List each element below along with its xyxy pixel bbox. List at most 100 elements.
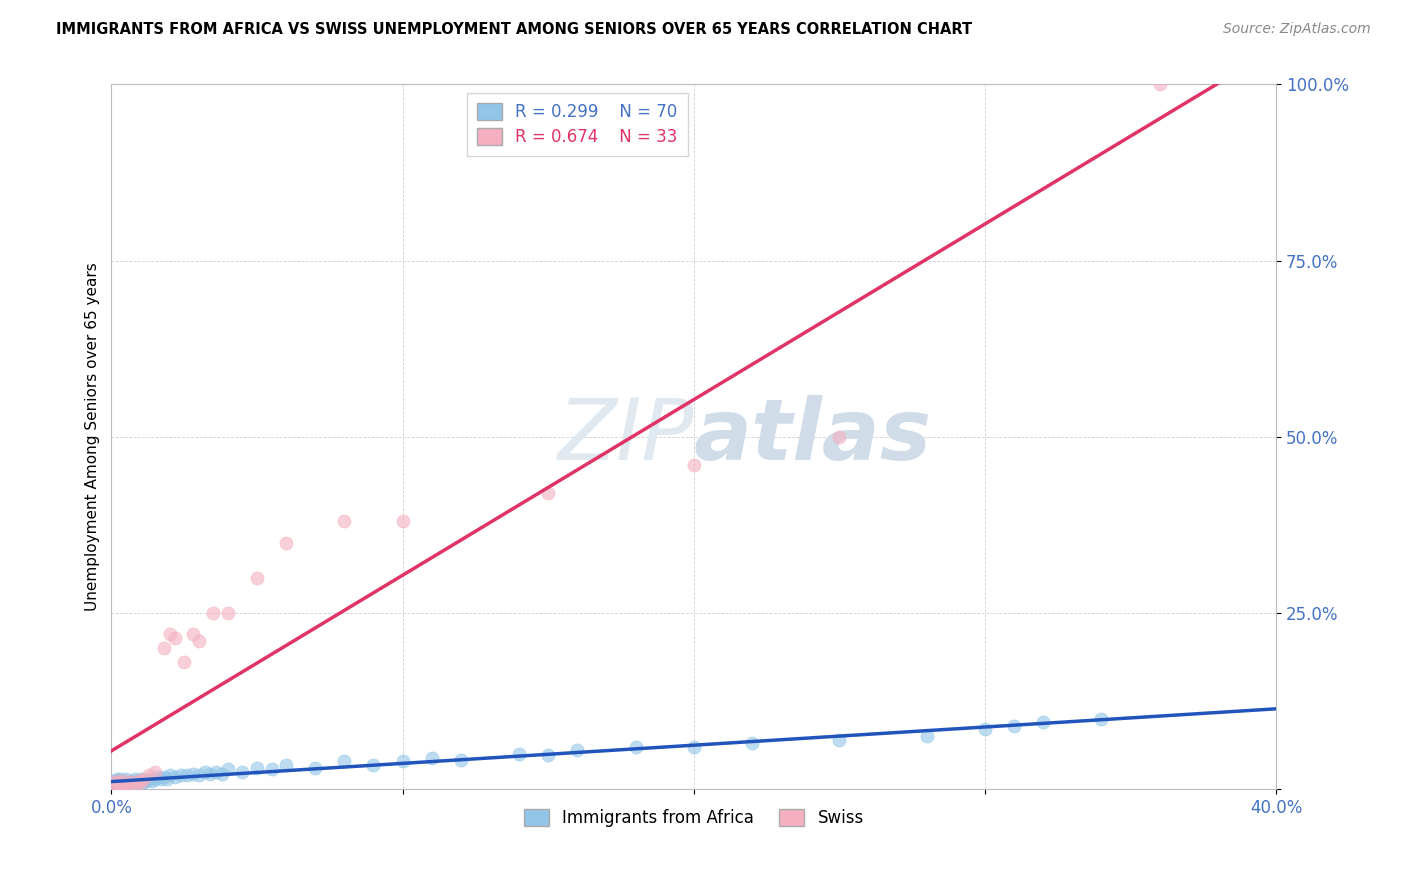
- Point: [141, 773, 163, 788]
- Point: [153, 770, 176, 784]
- Point: [118, 775, 141, 789]
- Point: [363, 757, 385, 772]
- Point: [105, 773, 128, 788]
- Point: [176, 768, 198, 782]
- Point: [108, 772, 131, 786]
- Point: [103, 775, 125, 789]
- Point: [105, 775, 128, 789]
- Point: [391, 754, 413, 768]
- Point: [246, 571, 269, 585]
- Point: [1090, 712, 1112, 726]
- Point: [217, 763, 239, 777]
- Point: [508, 747, 530, 761]
- Point: [105, 779, 128, 793]
- Point: [231, 764, 253, 779]
- Text: ZIP: ZIP: [558, 395, 693, 478]
- Point: [153, 641, 176, 656]
- Point: [105, 776, 128, 790]
- Point: [129, 776, 152, 790]
- Point: [159, 627, 181, 641]
- Point: [124, 772, 146, 786]
- Point: [420, 750, 443, 764]
- Point: [537, 486, 560, 500]
- Point: [124, 779, 146, 793]
- Point: [108, 773, 131, 788]
- Point: [103, 779, 125, 793]
- Point: [1032, 715, 1054, 730]
- Point: [103, 775, 125, 789]
- Point: [121, 773, 143, 788]
- Point: [567, 743, 589, 757]
- Point: [103, 773, 125, 788]
- Point: [124, 775, 146, 789]
- Point: [246, 761, 269, 775]
- Point: [105, 779, 128, 793]
- Point: [112, 776, 135, 790]
- Point: [391, 515, 413, 529]
- Point: [129, 775, 152, 789]
- Point: [108, 776, 131, 790]
- Point: [115, 779, 138, 793]
- Point: [165, 770, 187, 784]
- Point: [1149, 78, 1171, 92]
- Point: [112, 773, 135, 788]
- Point: [828, 430, 851, 444]
- Point: [450, 753, 472, 767]
- Point: [170, 768, 193, 782]
- Point: [205, 764, 228, 779]
- Y-axis label: Unemployment Among Seniors over 65 years: Unemployment Among Seniors over 65 years: [86, 262, 100, 611]
- Point: [974, 723, 997, 737]
- Point: [181, 627, 204, 641]
- Point: [138, 772, 160, 786]
- Point: [146, 770, 169, 784]
- Point: [682, 458, 704, 472]
- Point: [200, 766, 222, 780]
- Point: [624, 739, 647, 754]
- Point: [121, 775, 143, 789]
- Point: [127, 773, 149, 788]
- Point: [274, 757, 297, 772]
- Point: [112, 776, 135, 790]
- Point: [143, 764, 166, 779]
- Point: [115, 779, 138, 793]
- Point: [115, 773, 138, 788]
- Point: [105, 775, 128, 789]
- Point: [143, 772, 166, 786]
- Point: [118, 776, 141, 790]
- Point: [217, 606, 239, 620]
- Point: [194, 764, 217, 779]
- Text: Source: ZipAtlas.com: Source: ZipAtlas.com: [1223, 22, 1371, 37]
- Point: [274, 535, 297, 549]
- Point: [187, 768, 209, 782]
- Point: [138, 768, 160, 782]
- Point: [108, 776, 131, 790]
- Point: [159, 768, 181, 782]
- Point: [118, 779, 141, 793]
- Point: [181, 766, 204, 780]
- Text: IMMIGRANTS FROM AFRICA VS SWISS UNEMPLOYMENT AMONG SENIORS OVER 65 YEARS CORRELA: IMMIGRANTS FROM AFRICA VS SWISS UNEMPLOY…: [56, 22, 973, 37]
- Point: [115, 775, 138, 789]
- Point: [115, 772, 138, 786]
- Point: [149, 772, 172, 786]
- Point: [103, 776, 125, 790]
- Point: [828, 732, 851, 747]
- Point: [741, 736, 763, 750]
- Point: [112, 779, 135, 793]
- Point: [105, 772, 128, 786]
- Point: [537, 748, 560, 763]
- Point: [333, 515, 356, 529]
- Point: [132, 775, 155, 789]
- Point: [127, 773, 149, 788]
- Point: [173, 656, 195, 670]
- Point: [304, 761, 326, 775]
- Point: [211, 766, 233, 780]
- Point: [156, 772, 179, 786]
- Point: [260, 763, 283, 777]
- Text: atlas: atlas: [693, 395, 932, 478]
- Point: [202, 606, 225, 620]
- Point: [121, 776, 143, 790]
- Point: [135, 773, 157, 788]
- Point: [165, 631, 187, 645]
- Point: [103, 779, 125, 793]
- Point: [333, 754, 356, 768]
